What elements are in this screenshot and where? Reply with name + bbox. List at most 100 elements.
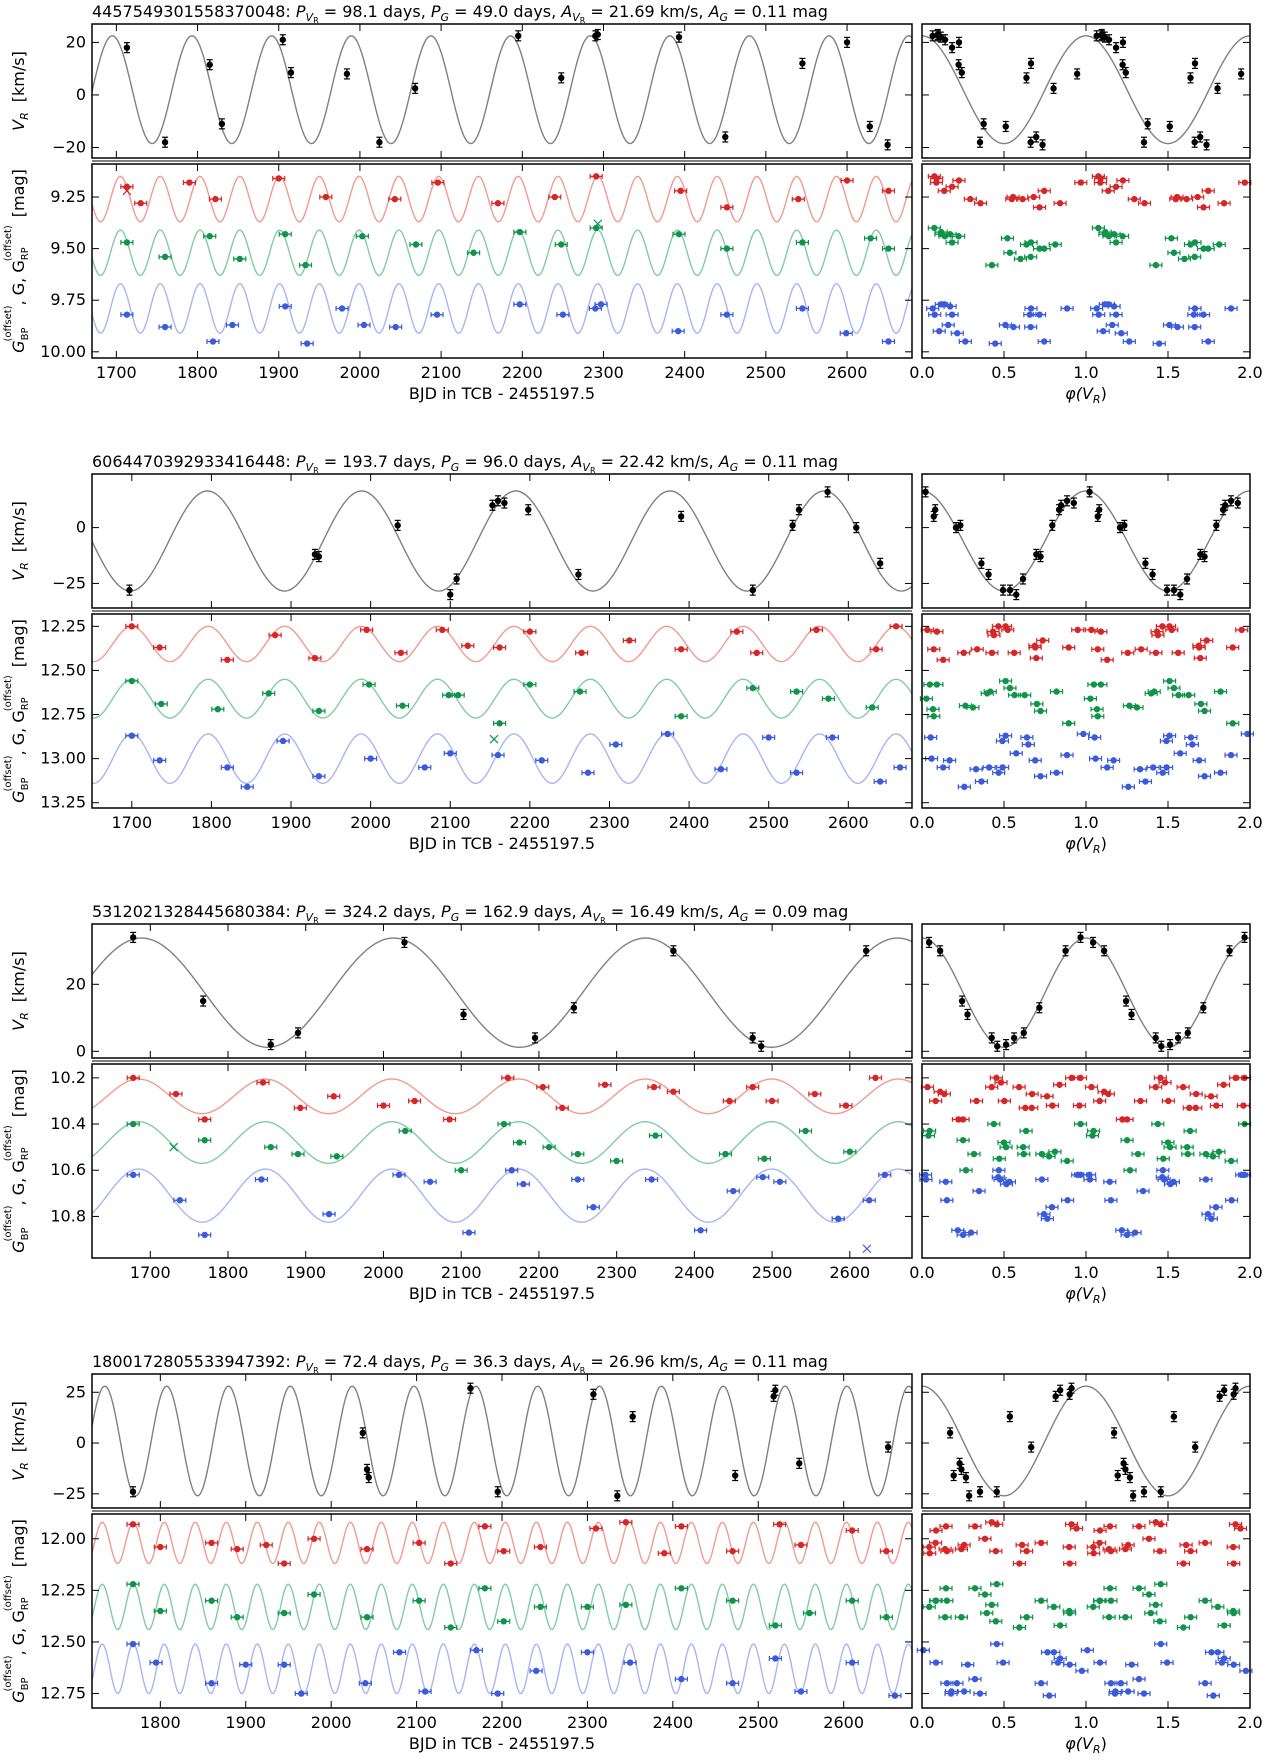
phot-phase-point-bp	[937, 301, 952, 308]
phot-phase-point-g	[1048, 1148, 1062, 1155]
phot-phase-point-g	[1184, 1613, 1198, 1621]
rv-point	[447, 588, 454, 601]
rv-phase-point	[1213, 519, 1220, 531]
star-panel-1: 4457549301558370048: PVR = 98.1 days, PG…	[3, 2, 1263, 406]
phot-point-rp	[840, 177, 854, 184]
phot-point-bp	[594, 301, 608, 308]
phot-point-g	[412, 1597, 426, 1604]
phot-phase-point-bp	[1063, 1661, 1077, 1668]
rv-point	[862, 945, 870, 957]
phot-point-rp	[153, 1543, 167, 1551]
phot-phase-point-bp	[944, 1688, 959, 1695]
x-tick-label: 0.5	[991, 363, 1016, 382]
x-tick-label: 1.0	[1073, 1713, 1098, 1732]
phot-point-bp	[423, 1178, 437, 1185]
phot-phase-point-g	[1149, 261, 1163, 269]
phot-point-bp	[462, 1229, 476, 1236]
phot-phase-point-bp	[1184, 734, 1198, 741]
phot-phase-point-g	[1017, 1150, 1031, 1158]
phot-point-g	[865, 704, 879, 711]
phot-point-g	[158, 253, 172, 261]
phot-phase-point-rp	[1121, 649, 1135, 656]
phot-point-rp	[746, 1083, 760, 1091]
phot-phase-point-bp	[1024, 323, 1038, 331]
phot-phase-point-g	[1048, 241, 1062, 248]
phot-phase-point-rp	[1001, 626, 1015, 634]
rv-time-panel: 25 0 −25	[52, 1373, 913, 1509]
phot-phase-point-bp	[969, 766, 983, 773]
phot-phase-point-bp	[1101, 301, 1116, 308]
rv-point	[866, 120, 873, 133]
rv-phase-point	[1002, 1038, 1010, 1051]
rv-point	[758, 1040, 765, 1052]
rv-phase-point	[930, 510, 937, 523]
phot-model-bp	[92, 1168, 912, 1223]
phot-phase-point-bp	[1021, 741, 1035, 748]
rv-point	[531, 1032, 539, 1044]
phot-phase-point-rp	[1104, 1547, 1118, 1555]
phot-phase-point-g	[1188, 239, 1202, 246]
phot-model-g	[92, 678, 912, 719]
phot-phase-point-rp	[1103, 1523, 1117, 1530]
phot-phase-point-rp	[968, 1523, 982, 1530]
phot-phase-point-rp	[920, 1083, 935, 1091]
phot-phase-point-rp	[1012, 1560, 1027, 1567]
phot-phase-point-rp	[957, 1541, 971, 1549]
phot-point-bp	[571, 1176, 585, 1183]
time-axis-label: BJD in TCB - 2455197.5	[409, 1734, 595, 1753]
phot-point-rp	[619, 1519, 633, 1526]
phase-axis-label: φ(VR)	[1065, 1284, 1107, 1306]
phot-phase-point-g	[1132, 1585, 1146, 1592]
rv-point	[884, 1441, 892, 1453]
phot-axes-frame	[91, 163, 913, 359]
phot-point-g	[230, 1613, 244, 1621]
rv-phase-point	[925, 936, 933, 949]
x-tick-label: 1700	[130, 1263, 171, 1282]
rv-phase-point	[1119, 59, 1126, 71]
phot-phase-point-g	[1003, 249, 1017, 256]
rv-point	[287, 67, 295, 79]
rv-phase-point	[1010, 1032, 1018, 1044]
outlier-marker	[593, 219, 603, 229]
phot-point-rp	[319, 193, 333, 201]
phot-point-g	[291, 1150, 305, 1158]
rv-phase-point	[1126, 1471, 1134, 1484]
phot-point-g	[573, 688, 587, 695]
phot-phase-point-bp	[1088, 734, 1102, 741]
phot-phase-point-bp	[1201, 338, 1215, 345]
rv-phase-point	[1216, 1390, 1223, 1402]
phot-phase-point-rp	[940, 1547, 954, 1555]
phot-phase-point-bp	[1093, 1659, 1107, 1666]
phot-point-g	[533, 1603, 548, 1611]
phot-phase-point-g	[1093, 1597, 1107, 1604]
phot-phase-point-g	[1020, 1613, 1034, 1621]
time-axis-label: BJD in TCB - 2455197.5	[409, 1284, 595, 1303]
rv-phase-point	[985, 568, 992, 581]
phot-phase-point-bp	[1209, 1203, 1223, 1211]
phot-phase-point-rp	[1158, 1079, 1172, 1086]
x-tick-label: 2600	[829, 1263, 870, 1282]
phot-phase-point-bp	[1160, 764, 1174, 771]
rv-axis-label: VR[km/s]	[9, 951, 31, 1031]
phot-phase-point-g	[1090, 706, 1104, 713]
phot-model-rp	[92, 1078, 912, 1115]
phot-phase-point-g	[1012, 1624, 1027, 1631]
x-tick-label: 1700	[96, 363, 137, 382]
rv-point	[590, 1388, 597, 1400]
phot-phase-point-g	[1180, 1143, 1194, 1151]
phot-phase-point-g	[1167, 684, 1181, 692]
phot-point-g	[674, 713, 688, 720]
rv-axes-frame	[91, 923, 913, 1059]
phot-point-bp	[276, 737, 290, 745]
phot-phase-point-g	[1016, 1143, 1030, 1151]
phot-point-bp	[312, 773, 326, 780]
phot-phase-point-rp	[1176, 1560, 1191, 1567]
phot-point-g	[580, 1603, 595, 1611]
phot-phase-point-rp	[1087, 1550, 1101, 1557]
phot-phase-point-bp	[1088, 755, 1103, 762]
phot-phase-point-rp	[1040, 1093, 1054, 1100]
y-tick-label: 12.25	[40, 1580, 86, 1599]
rv-point	[311, 548, 319, 561]
x-tick-label: 0.5	[991, 813, 1016, 832]
